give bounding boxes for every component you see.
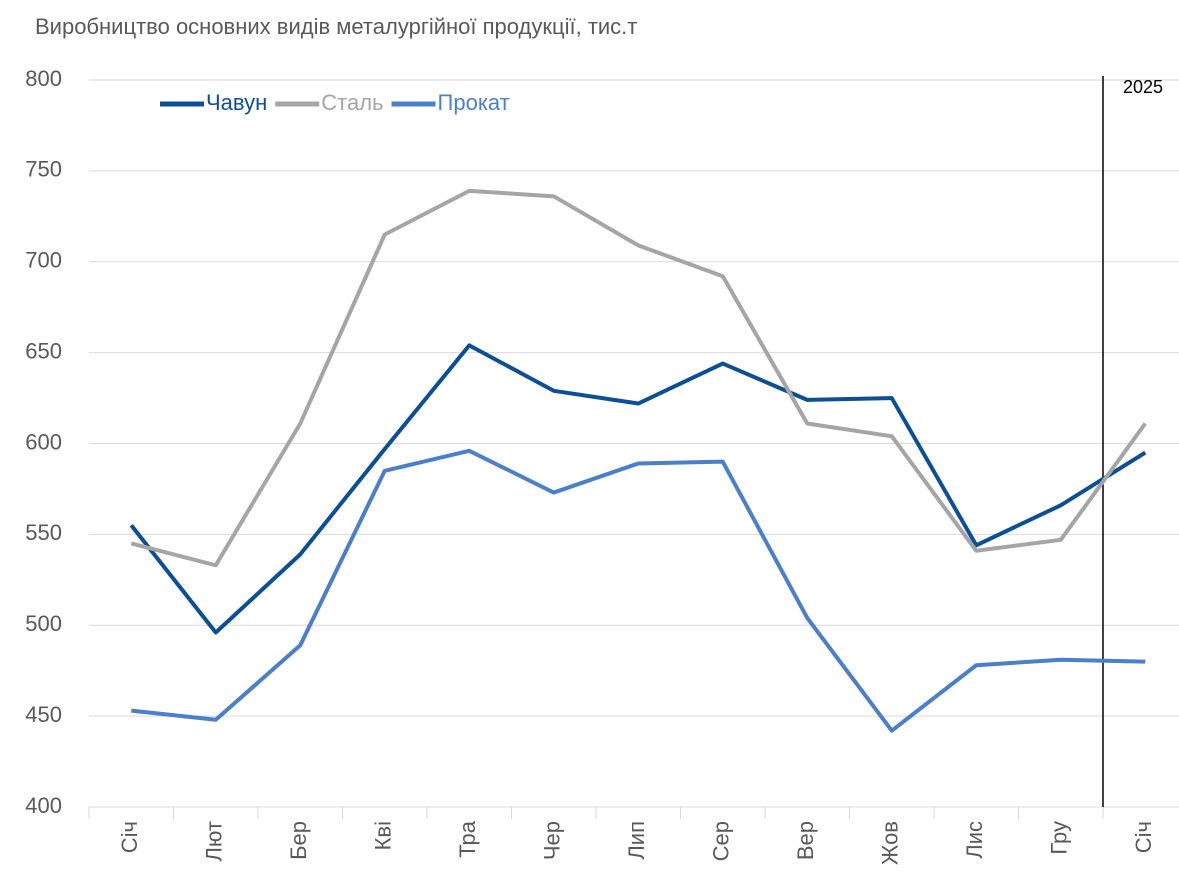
x-tick-label: Бер (286, 821, 311, 860)
y-tick-label: 700 (25, 248, 62, 273)
y-tick-label: 550 (25, 520, 62, 545)
y-tick-label: 650 (25, 338, 62, 363)
x-tick-label: Гру (1047, 821, 1072, 855)
y-tick-label: 400 (25, 793, 62, 818)
y-tick-label: 600 (25, 429, 62, 454)
y-tick-label: 450 (25, 702, 62, 727)
x-tick-label: Лип (624, 821, 649, 860)
x-tick-label: Січ (1131, 821, 1156, 853)
x-tick-label: Кві (371, 821, 396, 850)
y-tick-label: 750 (25, 157, 62, 182)
series-line (130, 188, 1147, 568)
x-tick-label: Жов (878, 821, 903, 865)
x-tick-label: Лис (962, 821, 987, 859)
annotation-label: 2025 (1123, 77, 1163, 97)
x-tick-label: Січ (117, 821, 142, 853)
series-line (131, 448, 1146, 733)
chart-title: Виробництво основних видів металургійної… (35, 14, 637, 39)
x-tick-label: Лют (202, 821, 227, 862)
y-tick-label: 800 (25, 66, 62, 91)
x-tick-label: Сер (709, 821, 734, 861)
legend-label: Прокат (438, 90, 510, 115)
y-tick-label: 500 (25, 611, 62, 636)
x-tick-label: Тра (455, 820, 480, 857)
x-tick-label: Чер (540, 821, 565, 860)
legend-label: Сталь (321, 90, 383, 115)
series-line (129, 343, 1147, 635)
x-tick-label: Вер (793, 821, 818, 860)
legend-label: Чавун (206, 90, 267, 115)
